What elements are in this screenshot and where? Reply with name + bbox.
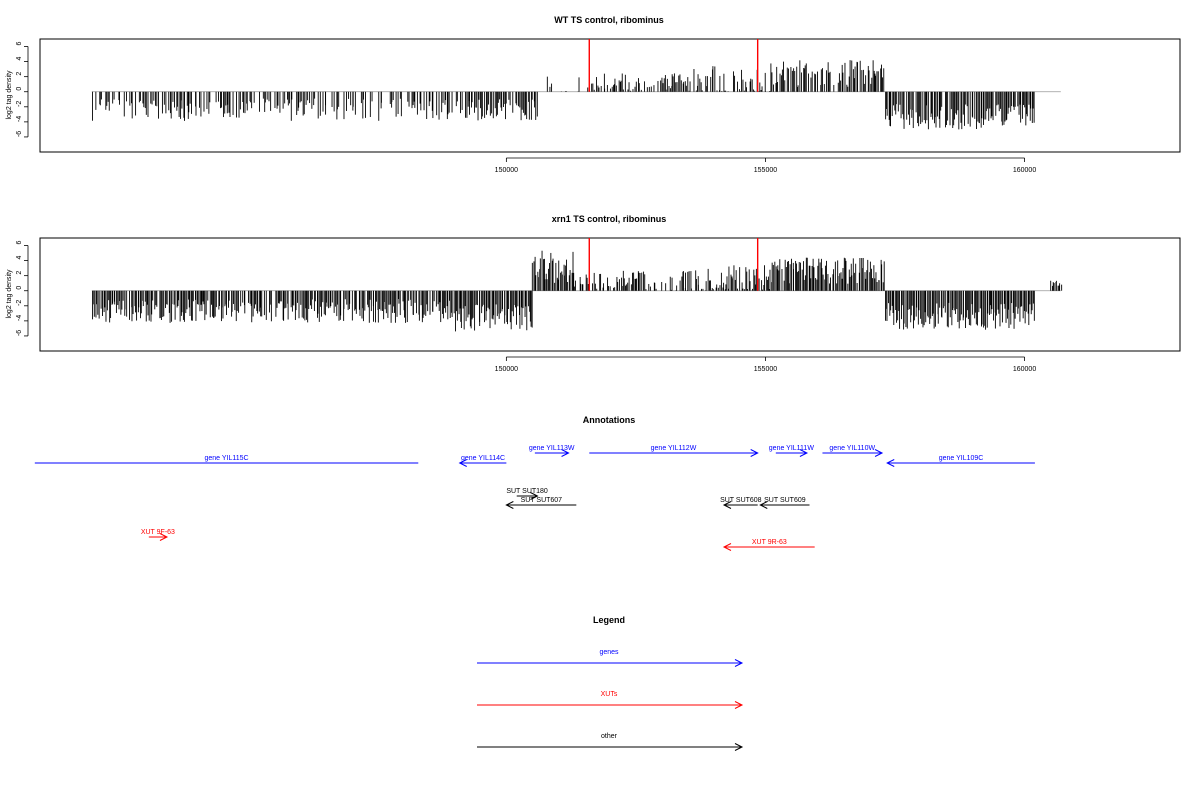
x-tick-label: 160000 [1013,366,1036,373]
y-tick-label: -6 [16,330,23,336]
arrowhead [734,659,744,667]
arrowhead [750,449,759,457]
y-tick-label: 6 [16,240,23,244]
annotation-feature: SUT SUT608 [720,497,762,509]
annotation-label: gene YIL111W [769,445,815,452]
x-tick-label: 150000 [495,167,518,174]
x-tick-label: 155000 [754,167,777,174]
legend-label: genes [599,649,619,656]
arrowhead [505,501,514,509]
annotations-panel: Annotations gene YIL115C gene YIL114Cgene… [34,415,1035,551]
legend-label: other [601,733,618,740]
annotation-feature: XUT 9R-63 [722,539,815,551]
annotation-label: SUT SUT180 [506,488,548,495]
annotation-tracks: gene YIL115C gene YIL114C gene YIL113W gene… [34,445,1035,551]
xrn1-panel: xrn1 TS control, ribominus log2 tag dens… [6,214,1181,373]
annotation-feature: SUT SUT609 [759,497,810,509]
arrowhead [159,533,169,541]
annotation-feature: XUT 9F-63 [141,529,175,541]
wt-panel-title: WT TS control, ribominus [554,15,664,25]
annotation-label: gene YIL109C [939,455,984,462]
x-tick-label: 150000 [495,366,518,373]
legend-items: genes XUTs other [477,649,744,751]
annotation-feature: gene YIL111W [769,445,815,457]
y-tick-label: 2 [16,271,23,275]
annotation-feature: SUT SUT180 [506,488,548,500]
annotation-label: SUT SUT607 [521,497,563,504]
y-tick-label: 2 [16,72,23,76]
wt-bars [91,39,1061,130]
y-tick-label: 4 [16,256,23,260]
arrowhead [722,543,732,551]
arrowhead [759,501,768,509]
y-tick-label: -4 [16,116,23,122]
arrowhead [886,459,895,467]
legend-item: XUTs [477,691,744,709]
legend-item: other [477,733,744,751]
y-tick-label: -2 [16,101,23,107]
arrowhead [874,449,884,457]
wt-plot-frame [39,38,1181,153]
annotation-feature: gene YIL110W [822,445,884,457]
annotation-label: XUT 9F-63 [141,529,175,536]
xrn1-panel-ylabel: log2 tag density [6,269,13,319]
x-tick-label: 155000 [754,366,777,373]
xrn1-panel-title: xrn1 TS control, ribominus [552,214,667,224]
wt-panel: WT TS control, ribominus log2 tag densit… [6,15,1181,174]
annotation-label: gene YIL115C [204,455,248,462]
annotation-feature: SUT SUT607 [505,497,577,509]
annotation-label: XUT 9R-63 [752,539,787,546]
annotation-feature: gene YIL114C [458,455,507,467]
y-tick-label: -4 [16,315,23,321]
legend-label: XUTs [601,691,618,698]
annotation-label: SUT SUT609 [764,497,806,504]
xrn1-axes: -6 -4 -2 0 2 4 6 150000 155000 160000 [16,240,1036,373]
annotation-label: gene YIL112W [651,445,697,452]
y-tick-label: 0 [16,87,23,91]
x-tick-label: 160000 [1013,167,1036,174]
y-tick-label: 0 [16,286,23,290]
arrowhead [734,701,744,709]
arrowhead [799,449,809,457]
wt-axes: -6 -4 -2 0 2 4 6 150000 155000 160000 [16,41,1036,174]
xrn1-bars [91,238,1063,332]
annotation-feature: gene YIL112W [589,445,759,457]
y-tick-label: -6 [16,131,23,137]
arrowhead [561,449,570,457]
annotation-label: gene YIL113W [529,445,575,452]
xrn1-plot-frame [39,237,1181,352]
annotation-feature: gene YIL109C [886,455,1035,467]
wt-panel-ylabel: log2 tag density [6,70,13,120]
annotation-label: gene YIL114C [461,455,505,462]
arrowhead [458,459,467,467]
legend-item: genes [477,649,744,667]
arrowhead [530,492,539,500]
annotation-label: gene YIL110W [829,445,875,452]
y-tick-label: 4 [16,57,23,61]
annotation-feature: gene YIL113W [529,445,575,457]
annotations-title: Annotations [583,415,636,425]
y-tick-label: -2 [16,300,23,306]
annotation-label: SUT SUT608 [720,497,762,504]
arrowhead [734,743,744,751]
arrowhead [722,501,732,509]
y-tick-label: 6 [16,41,23,45]
legend-title: Legend [593,615,625,625]
annotation-feature: gene YIL115C [34,455,419,464]
legend-panel: Legend genes XUTs other [477,615,744,751]
